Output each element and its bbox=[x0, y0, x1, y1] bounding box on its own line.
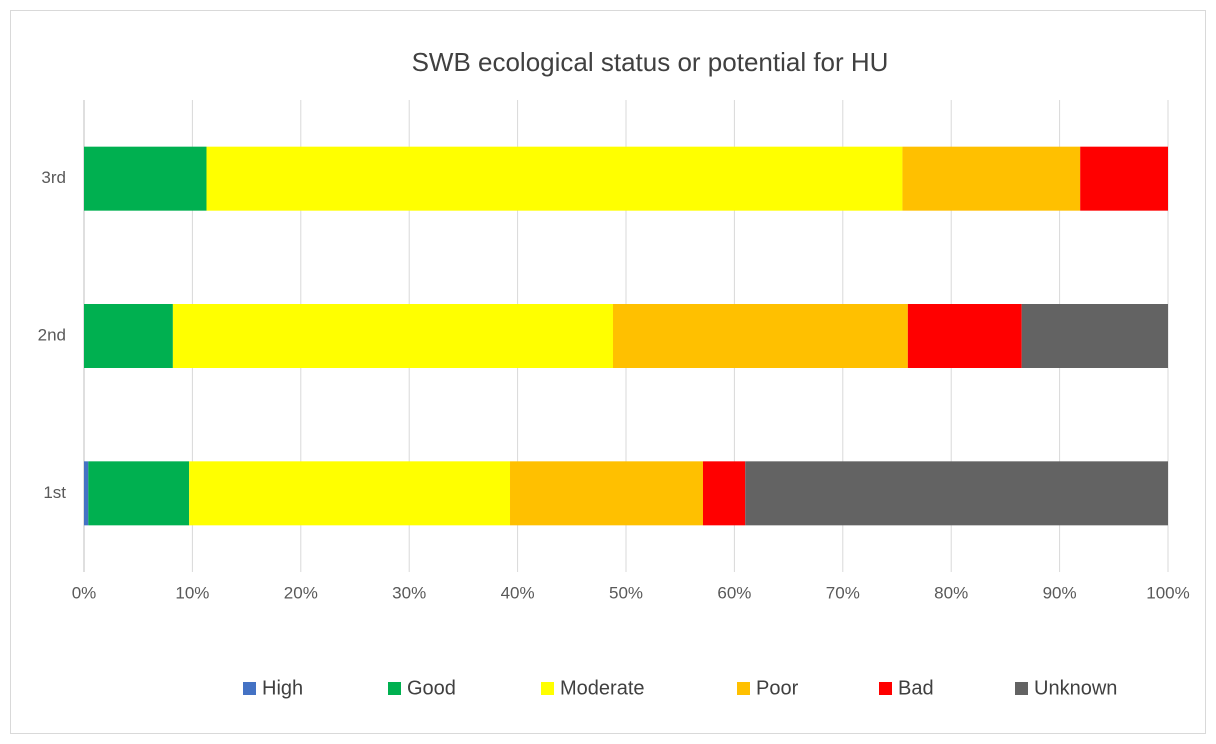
x-tick-label: 60% bbox=[717, 583, 751, 602]
bar-segment bbox=[172, 304, 613, 368]
bar-segment bbox=[907, 304, 1022, 368]
x-tick-label: 50% bbox=[609, 583, 643, 602]
bar-segment bbox=[84, 304, 173, 368]
legend-swatch bbox=[1015, 682, 1028, 695]
bar-segment bbox=[702, 461, 746, 526]
x-tick-label: 30% bbox=[392, 583, 426, 602]
bar-segment bbox=[84, 461, 89, 526]
bar-segment bbox=[745, 461, 1168, 526]
bar-segment bbox=[189, 461, 511, 526]
legend-label: Bad bbox=[898, 677, 934, 699]
x-tick-label: 90% bbox=[1043, 583, 1077, 602]
legend-swatch bbox=[388, 682, 401, 695]
bar-segment bbox=[206, 146, 903, 211]
x-tick-label: 70% bbox=[826, 583, 860, 602]
x-tick-label: 40% bbox=[501, 583, 535, 602]
legend-label: Poor bbox=[756, 677, 799, 699]
bar-segment bbox=[1021, 304, 1168, 368]
y-tick-label: 2nd bbox=[38, 325, 66, 344]
x-tick-label: 20% bbox=[284, 583, 318, 602]
legend-swatch bbox=[243, 682, 256, 695]
bar-segment bbox=[510, 461, 703, 526]
legend-label: Moderate bbox=[560, 677, 645, 699]
bar-segment bbox=[88, 461, 190, 526]
bar-segment bbox=[84, 146, 207, 211]
legend-swatch bbox=[879, 682, 892, 695]
chart-frame bbox=[10, 10, 1206, 734]
legend-swatch bbox=[737, 682, 750, 695]
bar-segment bbox=[1080, 146, 1168, 211]
chart-title: SWB ecological status or potential for H… bbox=[412, 47, 889, 77]
x-tick-label: 10% bbox=[175, 583, 209, 602]
x-tick-label: 80% bbox=[934, 583, 968, 602]
y-tick-label: 1st bbox=[43, 483, 66, 502]
y-tick-label: 3rd bbox=[41, 168, 66, 187]
x-tick-label: 0% bbox=[72, 583, 97, 602]
bar-segment bbox=[902, 146, 1081, 211]
legend-swatch bbox=[541, 682, 554, 695]
legend-label: High bbox=[262, 677, 303, 699]
bar-segment bbox=[612, 304, 908, 368]
x-tick-label: 100% bbox=[1146, 583, 1189, 602]
legend-label: Unknown bbox=[1034, 677, 1117, 699]
legend-label: Good bbox=[407, 677, 456, 699]
